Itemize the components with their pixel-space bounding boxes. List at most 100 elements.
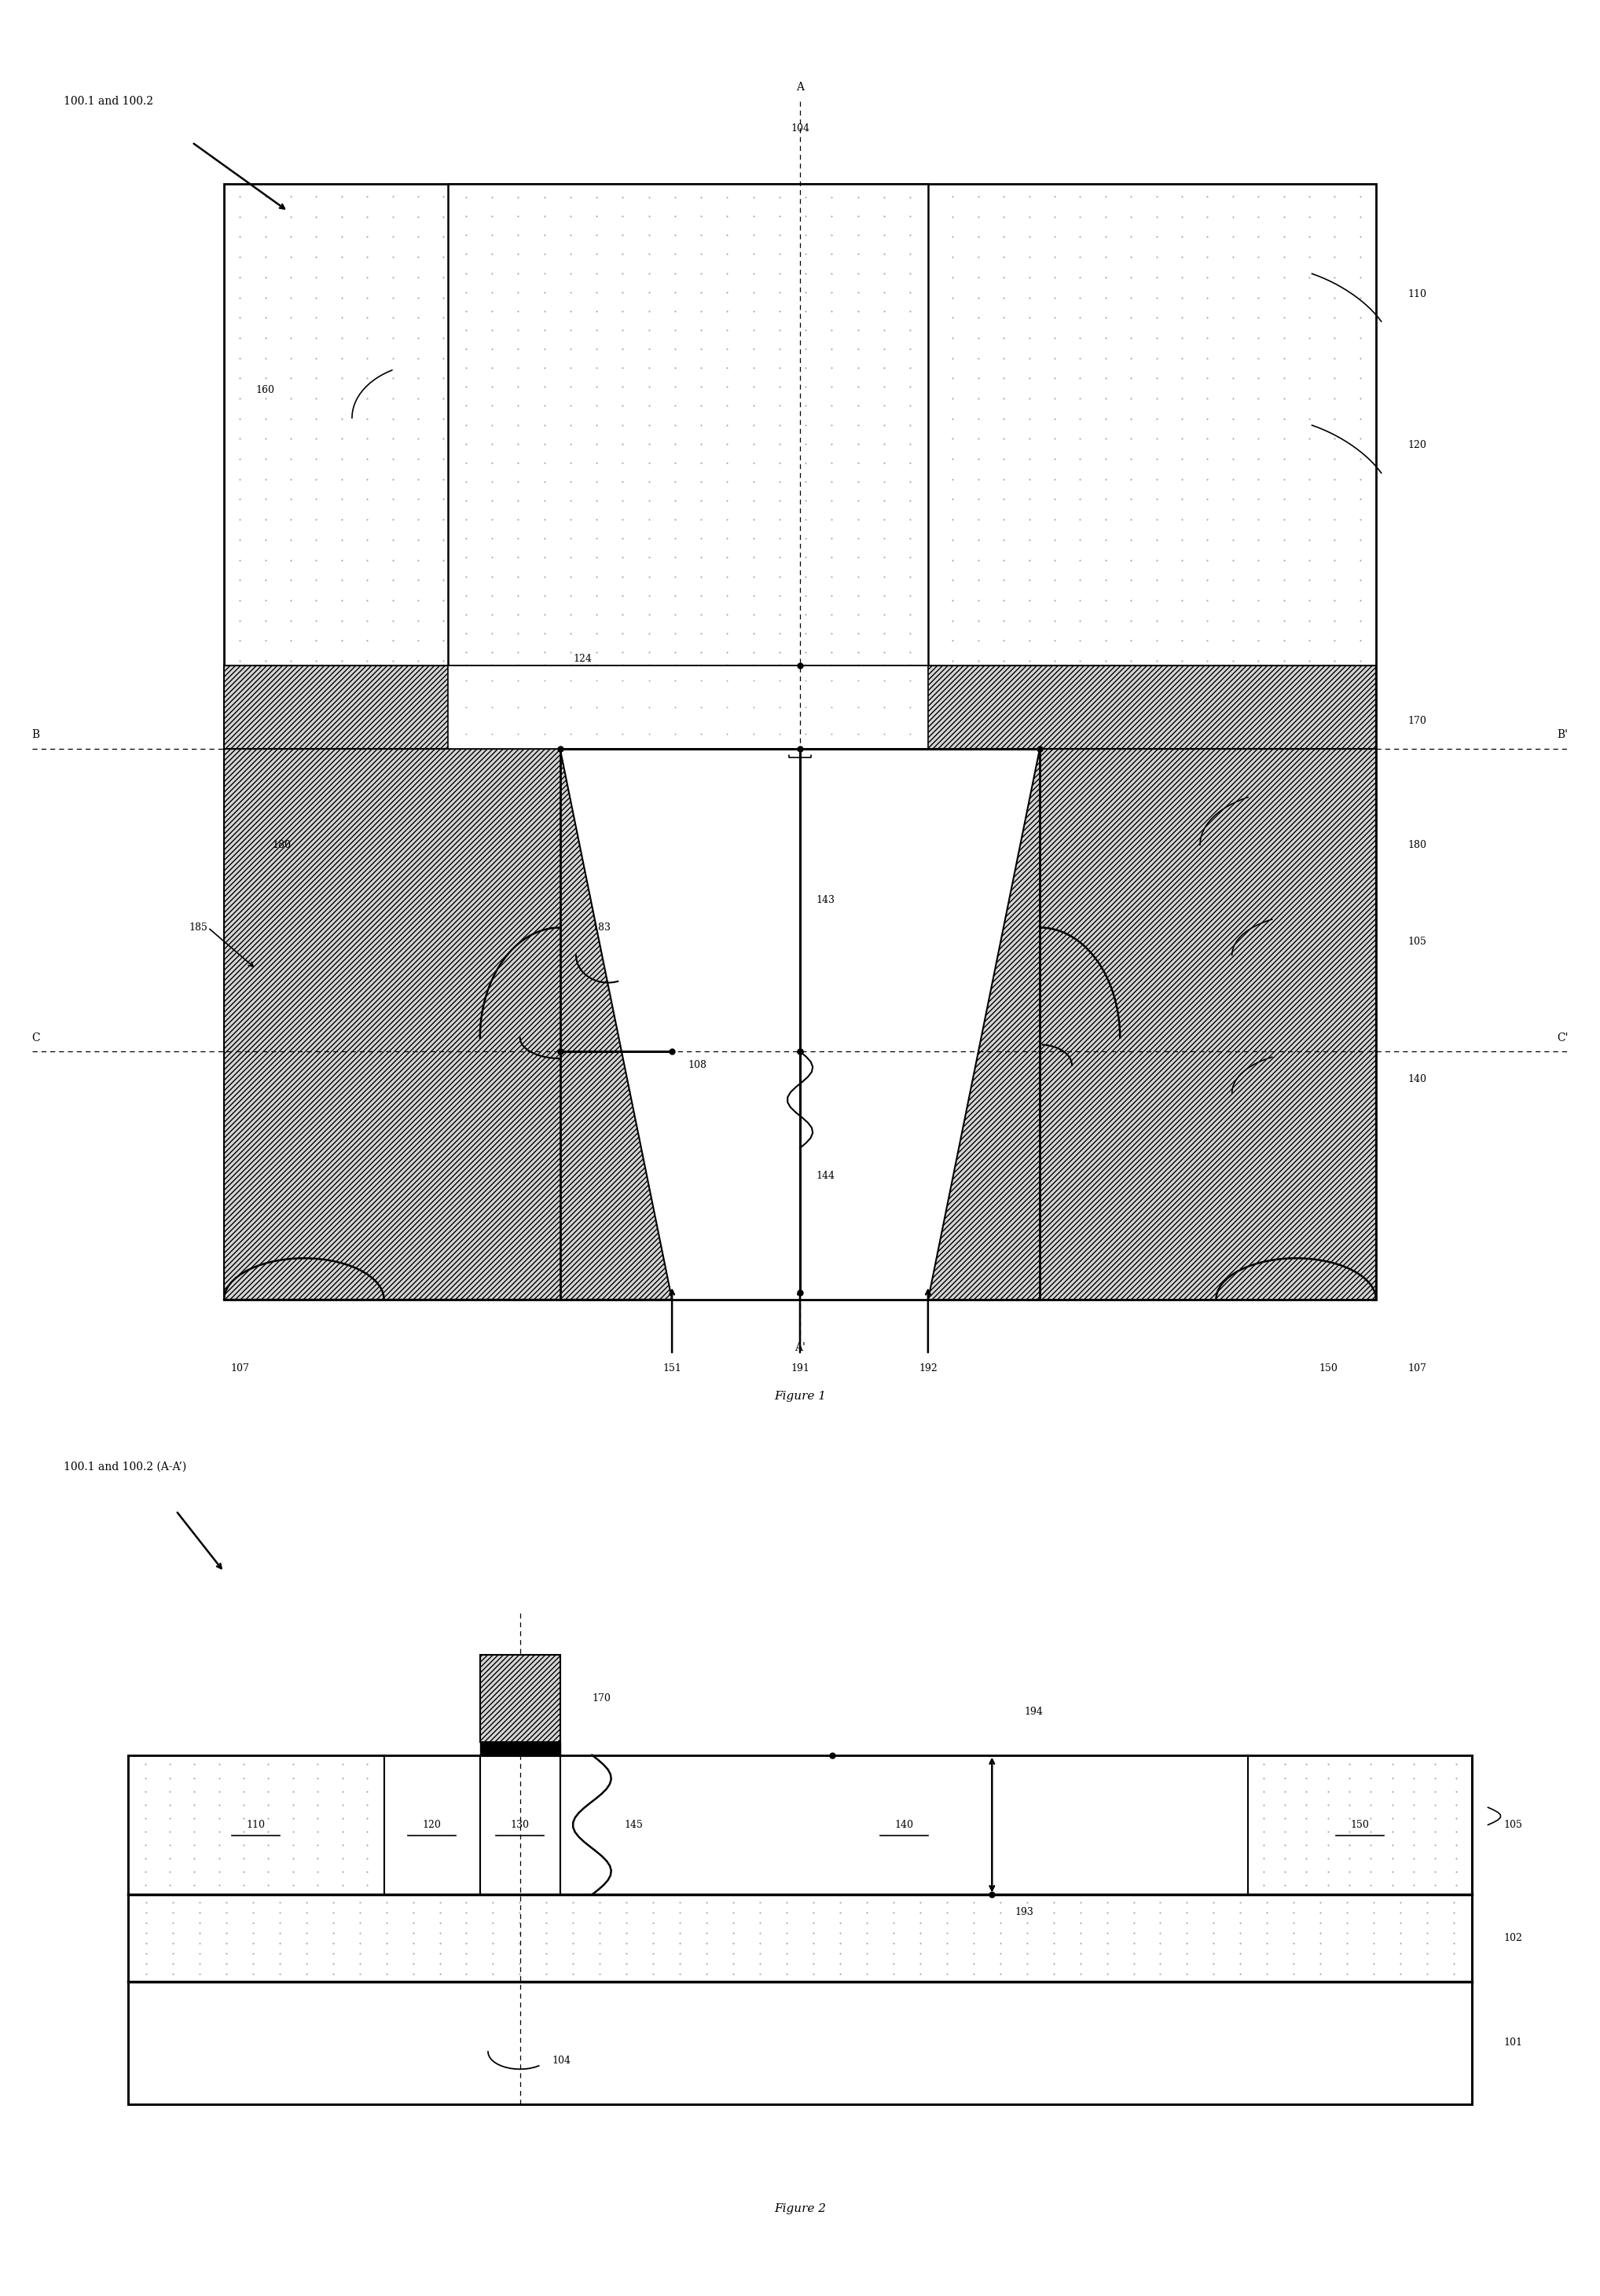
Point (1347, 1166, 1373, 1203)
Point (1251, 1814, 1277, 1851)
Point (379, 441, 405, 478)
Point (355, 259, 381, 296)
Point (584, 1006, 610, 1042)
Point (1093, 1148, 1118, 1185)
Point (1270, 866, 1296, 902)
Point (267, 1885, 293, 1922)
Point (898, 216, 923, 253)
Point (685, 259, 710, 296)
Point (557, 255, 582, 292)
Point (635, 622, 661, 659)
Point (1347, 845, 1373, 882)
Point (990, 1026, 1016, 1063)
Point (662, 292, 688, 328)
Point (710, 1107, 736, 1143)
Point (714, 197, 739, 234)
Point (1270, 521, 1296, 558)
Point (379, 622, 405, 659)
Point (659, 866, 685, 902)
Point (1016, 1047, 1042, 1084)
Point (482, 884, 507, 921)
Point (1254, 1936, 1280, 1972)
Point (1336, 1828, 1362, 1864)
Point (774, 1894, 800, 1931)
Point (667, 1945, 693, 1981)
Point (507, 259, 533, 296)
Point (430, 664, 456, 700)
Point (838, 218, 864, 255)
Text: A: A (797, 83, 803, 92)
Point (762, 1228, 787, 1265)
Point (990, 280, 1016, 317)
Point (659, 664, 685, 700)
Point (762, 824, 787, 861)
Point (256, 1814, 282, 1851)
Point (1322, 400, 1347, 436)
Point (1347, 925, 1373, 962)
Point (506, 716, 531, 753)
Point (253, 542, 278, 579)
Point (864, 1086, 890, 1123)
Point (1362, 1894, 1387, 1931)
Point (405, 884, 430, 921)
Point (890, 703, 915, 739)
Point (206, 1867, 232, 1903)
Point (965, 581, 990, 618)
Point (787, 461, 813, 498)
Point (741, 406, 766, 443)
Point (610, 331, 635, 367)
Point (405, 480, 430, 517)
Point (1042, 845, 1067, 882)
Point (766, 661, 792, 698)
Point (838, 542, 864, 579)
Point (1144, 1006, 1170, 1042)
Point (430, 682, 456, 719)
Point (253, 298, 278, 335)
Point (531, 367, 557, 404)
Point (456, 967, 482, 1003)
Point (1219, 501, 1245, 537)
Point (557, 597, 582, 634)
Point (253, 1166, 278, 1203)
Point (227, 664, 253, 700)
Point (584, 1249, 610, 1286)
Point (160, 1924, 186, 1961)
Point (890, 664, 915, 700)
Point (610, 1006, 635, 1042)
Point (741, 464, 766, 501)
Point (1245, 925, 1270, 962)
Point (507, 1127, 533, 1164)
Point (965, 239, 990, 276)
Point (819, 615, 845, 652)
Point (762, 1127, 787, 1164)
Point (1118, 239, 1144, 276)
Point (990, 1047, 1016, 1084)
Point (736, 1006, 762, 1042)
Point (453, 367, 478, 404)
Point (330, 1828, 355, 1864)
Point (813, 420, 838, 457)
Point (662, 406, 688, 443)
Point (430, 521, 456, 558)
Point (685, 1127, 710, 1164)
Point (1118, 340, 1144, 377)
Point (478, 521, 504, 558)
Point (558, 824, 584, 861)
Point (1296, 521, 1322, 558)
Point (915, 905, 941, 941)
Point (1245, 845, 1270, 882)
Point (890, 1208, 915, 1244)
Point (1282, 1924, 1307, 1961)
Point (762, 381, 787, 418)
Point (939, 866, 965, 902)
Point (1251, 1800, 1277, 1837)
Point (1016, 1086, 1042, 1123)
Point (355, 179, 381, 216)
Point (741, 689, 766, 726)
Point (710, 723, 736, 760)
Point (766, 647, 792, 684)
Point (1336, 1800, 1362, 1837)
Point (456, 179, 482, 216)
Point (736, 1026, 762, 1063)
Point (635, 647, 662, 684)
